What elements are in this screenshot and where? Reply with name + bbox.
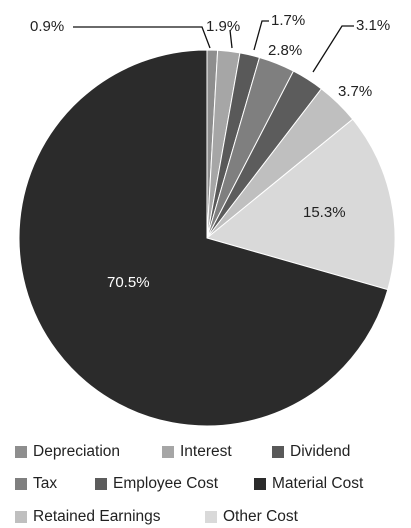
leader-line-depreciation: [73, 26, 211, 49]
legend-swatch-employee-cost: [95, 478, 107, 490]
legend-item-tax: Tax: [15, 475, 57, 492]
legend-label-employee-cost: Employee Cost: [113, 475, 219, 492]
legend-label-material-cost: Material Cost: [272, 475, 364, 492]
data-label-interest: 1.9%: [206, 18, 240, 35]
slice-labels: 0.9% 1.9% 1.7% 3.1% 2.8% 3.7% 15.3% 70.5%: [30, 12, 390, 291]
leader-line-tax: [312, 25, 354, 73]
slice-material-cost: [18, 49, 389, 427]
legend-label-interest: Interest: [180, 443, 232, 460]
data-label-material-cost: 70.5%: [107, 274, 150, 291]
legend-swatch-depreciation: [15, 446, 27, 458]
data-label-employee-cost: 2.8%: [268, 42, 302, 59]
legend-swatch-dividend: [272, 446, 284, 458]
data-label-dividend: 1.7%: [271, 12, 305, 29]
legend-swatch-retained-earnings: [15, 511, 27, 523]
slice-other-cost: [205, 118, 396, 291]
legend-item-other-cost: Other Cost: [205, 508, 299, 525]
leader-line-dividend: [253, 20, 269, 51]
legend-item-employee-cost: Employee Cost: [95, 475, 219, 492]
legend-swatch-tax: [15, 478, 27, 490]
data-label-retained-earnings: 3.7%: [338, 83, 372, 100]
data-label-depreciation: 0.9%: [30, 18, 64, 35]
legend-label-depreciation: Depreciation: [33, 443, 120, 460]
legend-item-depreciation: Depreciation: [15, 443, 120, 460]
legend-swatch-material-cost: [254, 478, 266, 490]
legend-item-dividend: Dividend: [272, 443, 350, 460]
legend-item-interest: Interest: [162, 443, 232, 460]
leader-line-interest: [229, 29, 233, 49]
legend-item-material-cost: Material Cost: [254, 475, 364, 492]
data-label-tax: 3.1%: [356, 17, 390, 34]
legend-swatch-other-cost: [205, 511, 217, 523]
legend-label-dividend: Dividend: [290, 443, 350, 460]
legend-label-retained-earnings: Retained Earnings: [33, 508, 161, 525]
legend-label-other-cost: Other Cost: [223, 508, 299, 525]
legend: Depreciation Interest Dividend Tax Employee …: [15, 443, 364, 525]
legend-swatch-interest: [162, 446, 174, 458]
pie-slices: [18, 49, 396, 427]
data-label-other-cost: 15.3%: [303, 204, 346, 221]
label-leader-lines: [73, 20, 354, 73]
legend-item-retained-earnings: Retained Earnings: [15, 508, 161, 525]
legend-label-tax: Tax: [33, 475, 57, 492]
